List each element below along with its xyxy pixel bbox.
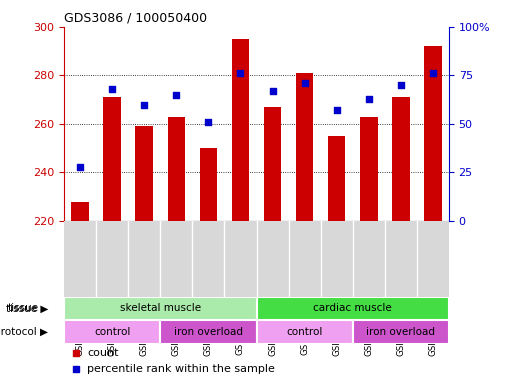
Bar [353,320,449,344]
Text: percentile rank within the sample: percentile rank within the sample [87,364,275,374]
Bar [264,107,281,221]
Text: GDS3086 / 100050400: GDS3086 / 100050400 [64,11,207,24]
Point [365,96,373,102]
Bar [135,126,153,221]
Bar [168,117,185,221]
Point [76,164,84,170]
Text: iron overload: iron overload [366,327,436,337]
Text: control: control [286,327,323,337]
Bar [64,320,160,344]
Bar [328,136,345,221]
Text: protocol ▶: protocol ▶ [0,327,48,337]
Text: cardiac muscle: cardiac muscle [313,303,392,313]
Point [268,88,277,94]
Point [429,70,437,76]
Text: skeletal muscle: skeletal muscle [120,303,201,313]
Bar [200,148,217,221]
Point [140,101,148,108]
Bar [71,202,89,221]
Bar [232,39,249,221]
Point [397,82,405,88]
Bar [160,320,256,344]
Bar [424,46,442,221]
Text: control: control [94,327,130,337]
Point [236,70,245,76]
Text: tissue: tissue [7,303,38,313]
Text: count: count [87,348,119,358]
Bar [392,97,409,221]
Bar [296,73,313,221]
Text: tissue ▶: tissue ▶ [6,303,48,313]
Point [204,119,212,125]
Text: iron overload: iron overload [174,327,243,337]
Bar [256,320,353,344]
Point [301,80,309,86]
Point [172,92,181,98]
Point [332,107,341,113]
Bar [64,296,256,320]
Bar [104,97,121,221]
Bar [360,117,378,221]
Bar [256,296,449,320]
Point [108,86,116,92]
